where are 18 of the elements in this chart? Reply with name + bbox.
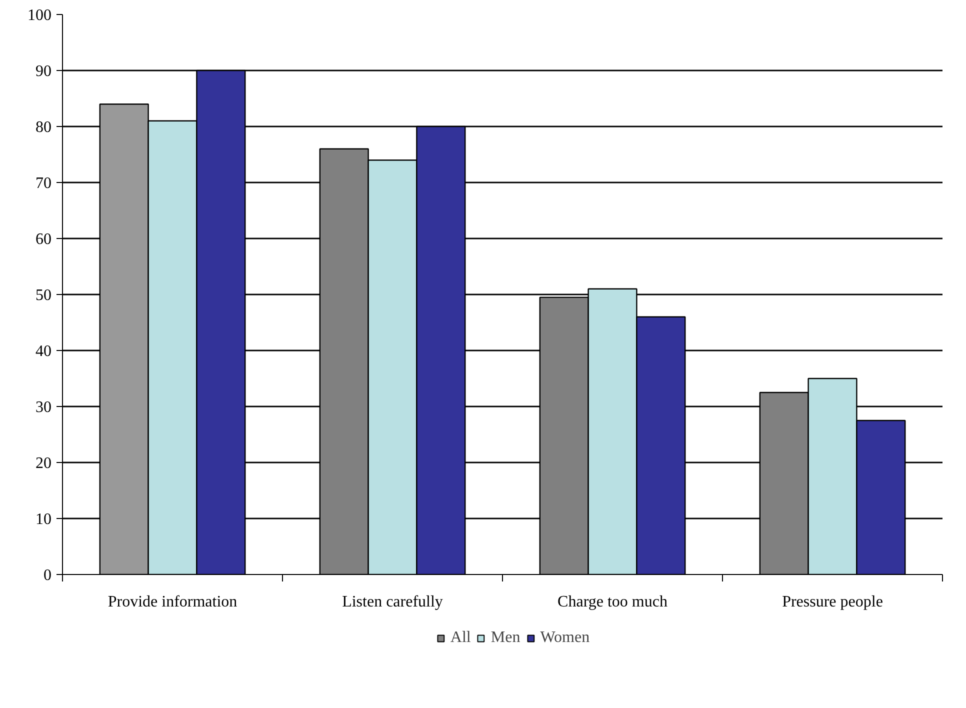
x-tick-label: Charge too much [558, 594, 668, 610]
y-tick-label: 100 [28, 7, 52, 24]
x-tick-label: Provide information [108, 594, 238, 610]
legend-label: Men [490, 629, 520, 647]
y-tick-label: 60 [36, 231, 52, 248]
y-tick-label: 10 [36, 511, 52, 528]
y-tick-label: 40 [36, 343, 52, 360]
y-tick-label: 30 [36, 399, 52, 416]
y-tick-label: 0 [44, 567, 52, 584]
y-tick-label: 90 [36, 63, 52, 80]
y-tick-label: 80 [36, 119, 52, 136]
x-tick-label: Listen carefully [342, 594, 443, 610]
y-tick-label: 70 [36, 175, 52, 192]
legend-label: Women [540, 629, 590, 647]
x-tick-label: Pressure people [782, 594, 883, 610]
y-tick-label: 50 [36, 287, 52, 304]
legend-label: All [450, 629, 471, 647]
y-tick-label: 20 [36, 455, 52, 472]
